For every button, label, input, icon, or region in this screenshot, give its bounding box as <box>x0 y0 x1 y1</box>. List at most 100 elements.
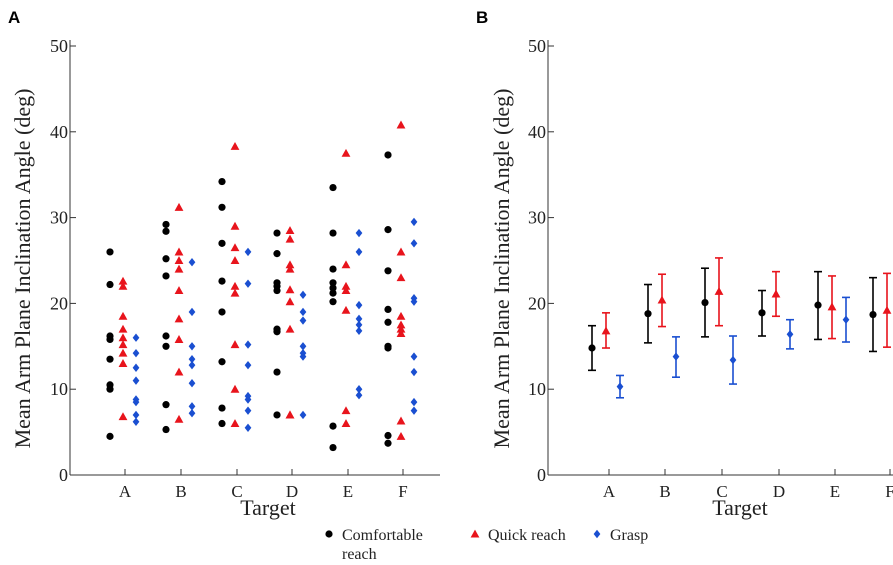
grasp-point <box>410 239 418 248</box>
comfortable-point <box>106 280 114 289</box>
x-tick-label: D <box>286 482 298 501</box>
grasp-point <box>410 397 418 407</box>
comfortable-point <box>106 335 114 344</box>
x-tick-label: C <box>231 482 242 501</box>
grasp-point <box>355 228 363 238</box>
y-axis-title: Mean Arm Plane Inclination Angle (deg) <box>489 89 514 449</box>
comfortable-point <box>162 332 170 340</box>
quick-point <box>285 410 295 419</box>
quick-point <box>230 243 240 252</box>
y-tick-label: 0 <box>537 465 546 485</box>
comfortable-point <box>384 431 392 440</box>
quick-point <box>118 311 128 320</box>
comfortable-point <box>329 265 337 273</box>
quick-mean-point <box>771 289 781 298</box>
comfortable-mean-point <box>814 301 822 309</box>
comfortable-point <box>384 305 392 314</box>
legend-label-comfortable-line2: reach <box>342 546 377 563</box>
grasp-point <box>299 342 307 351</box>
legend-label-grasp: Grasp <box>610 527 648 544</box>
quick-point <box>341 281 351 290</box>
comfortable-point <box>329 298 337 306</box>
grasp-point <box>132 348 140 358</box>
comfortable-point <box>218 203 226 211</box>
quick-point <box>174 202 184 211</box>
quick-point <box>118 324 128 333</box>
comfortable-point <box>384 344 392 352</box>
comfortable-point <box>329 229 337 237</box>
comfortable-point <box>273 229 281 237</box>
quick-mean-point <box>601 326 611 335</box>
grasp-point <box>132 410 140 420</box>
quick-point <box>118 340 128 349</box>
quick-point <box>118 276 128 285</box>
comfortable-point <box>273 250 281 258</box>
panel-letter-a: A <box>8 8 20 27</box>
quick-point <box>341 419 351 428</box>
comfortable-point <box>329 289 337 297</box>
comfortable-point <box>106 355 114 363</box>
grasp-point <box>188 258 196 267</box>
quick-point <box>396 311 406 320</box>
quick-point <box>230 256 240 265</box>
comfortable-point <box>218 404 226 412</box>
comfortable-point <box>218 419 226 428</box>
comfortable-point <box>273 286 281 295</box>
quick-point <box>396 431 406 440</box>
quick-point <box>230 221 240 230</box>
grasp-point <box>299 410 307 420</box>
quick-mean-point <box>714 286 724 295</box>
grasp-point <box>244 360 252 370</box>
comfortable-point <box>384 226 392 234</box>
chart-panel-a: 0 10 20 30 40 50 A B C D E F Target Mean Arm Plane In… <box>10 36 440 520</box>
grasp-point <box>188 378 196 388</box>
comfortable-point <box>384 151 392 159</box>
grasp-point <box>132 333 140 342</box>
x-tick-label: E <box>830 482 840 501</box>
grasp-point <box>244 340 252 349</box>
quick-mean-point <box>657 295 667 304</box>
comfortable-point <box>218 308 226 316</box>
panel-letter-b: B <box>476 8 488 27</box>
grasp-mean-point <box>842 315 850 324</box>
quick-point <box>396 320 406 329</box>
quick-point <box>396 247 406 256</box>
grasp-point <box>132 376 140 385</box>
quick-point <box>341 406 351 415</box>
grasp-point <box>132 363 140 372</box>
grasp-point <box>188 342 196 351</box>
legend-marker-comfortable <box>325 530 333 538</box>
y-tick-label: 10 <box>528 379 546 399</box>
x-tick-label: C <box>716 482 727 501</box>
legend: Comfortable reach Quick reach Grasp <box>325 527 648 563</box>
quick-point <box>285 264 295 273</box>
comfortable-point <box>273 411 281 419</box>
grasp-point <box>410 367 418 377</box>
quick-point <box>285 234 295 243</box>
quick-mean-point <box>882 305 892 314</box>
comfortable-point <box>218 239 226 247</box>
x-tick-label: B <box>659 482 670 501</box>
legend-label-comfortable: Comfortable <box>342 527 423 544</box>
grasp-point <box>299 290 307 300</box>
quick-point <box>341 305 351 314</box>
comfortable-point <box>106 385 114 393</box>
comfortable-mean-point <box>701 298 709 307</box>
quick-point <box>118 333 128 342</box>
legend-marker-grasp <box>593 529 601 539</box>
quick-point <box>285 324 295 333</box>
grasp-point <box>410 217 418 227</box>
grasp-point <box>244 423 252 433</box>
comfortable-mean-point <box>588 344 596 352</box>
quick-point <box>396 329 406 337</box>
grasp-point <box>299 352 307 361</box>
quick-point <box>230 340 240 349</box>
comfortable-point <box>162 401 170 409</box>
y-tick-label: 40 <box>528 122 546 142</box>
grasp-point <box>244 395 252 404</box>
quick-point <box>396 273 406 282</box>
quick-point <box>174 414 184 423</box>
grasp-point <box>355 391 363 400</box>
y-tick-label: 10 <box>50 379 68 399</box>
grasp-point <box>355 326 363 336</box>
